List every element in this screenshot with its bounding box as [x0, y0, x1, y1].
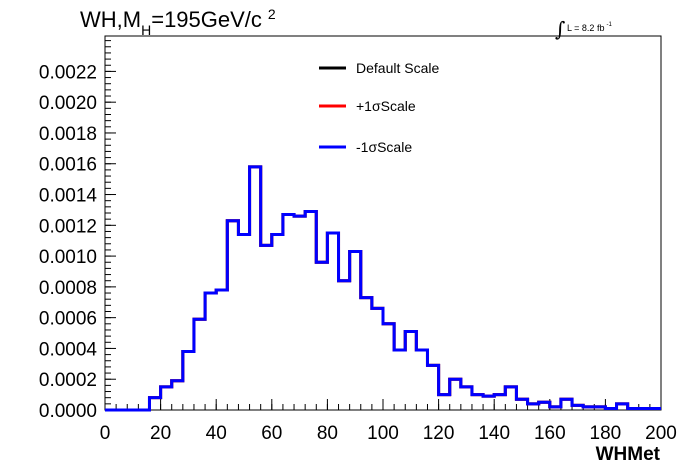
y-tick-label: 0.0008 — [39, 278, 97, 299]
y-tick-label: 0.0022 — [39, 62, 97, 83]
y-tick-label: 0.0002 — [39, 370, 97, 391]
legend: Default Scale +1σScale -1σScale — [319, 60, 439, 155]
x-tick-label: 140 — [478, 423, 510, 444]
y-tick-label: 0.0014 — [39, 186, 98, 207]
legend-entry-label: +1σScale — [356, 98, 416, 114]
y-tick-label: 0.0004 — [39, 339, 98, 360]
legend-entry-label: Default Scale — [356, 60, 439, 76]
y-tick-label: 0.0012 — [39, 216, 97, 237]
y-axis: 0.0000 0.0002 0.0004 0.0006 0.0008 0.0010 0.00… — [39, 40, 116, 422]
x-tick-label: 200 — [645, 423, 677, 444]
y-tick-label: 0.0000 — [39, 401, 97, 422]
x-tick-label: 80 — [317, 423, 338, 444]
x-tick-label: 160 — [534, 423, 566, 444]
y-tick-label: 0.0006 — [39, 309, 97, 330]
luminosity-label: L = 8.2 fb -1 — [567, 22, 612, 33]
luminosity-integral-symbol: ∫ — [555, 17, 565, 41]
x-axis-label: WHMet — [596, 444, 661, 465]
x-tick-label: 120 — [423, 423, 455, 444]
legend-entry-label: -1σScale — [356, 139, 412, 155]
x-tick-label: 40 — [206, 423, 227, 444]
histogram-series-2 — [105, 165, 661, 412]
x-tick-label: 100 — [367, 423, 399, 444]
y-tick-label: 0.0018 — [39, 124, 97, 145]
chart-title: WH,MH=195GeV/c 2 — [80, 6, 276, 38]
histogram-series — [105, 165, 661, 412]
y-tick-label: 0.0016 — [39, 155, 97, 176]
x-tick-label: 60 — [261, 423, 282, 444]
y-tick-label: 0.0020 — [39, 93, 97, 114]
x-tick-label: 0 — [100, 423, 111, 444]
y-tick-label: 0.0010 — [39, 247, 97, 268]
x-tick-label: 20 — [150, 423, 171, 444]
x-tick-label: 180 — [590, 423, 622, 444]
